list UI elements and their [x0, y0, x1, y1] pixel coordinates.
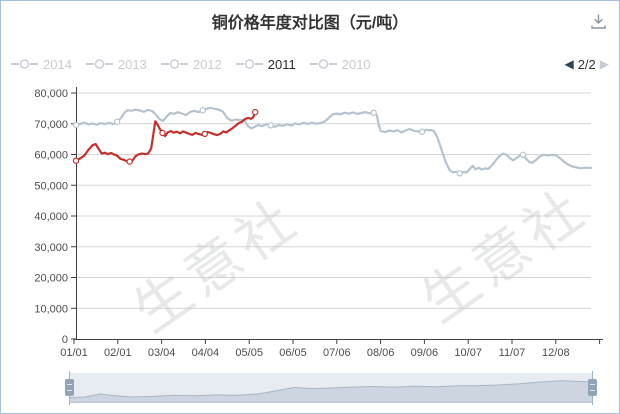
series-marker-unlabeled-comparison-line [519, 151, 527, 159]
navigator-left-handle[interactable] [65, 371, 74, 405]
x-axis-label: 02/01 [104, 347, 132, 359]
series-marker-2011 [72, 157, 80, 164]
download-icon[interactable] [590, 13, 607, 30]
legend-item-label: 2010 [341, 56, 371, 72]
y-axis-label: 0 [62, 334, 68, 346]
x-axis-label: 07/06 [323, 347, 351, 359]
x-axis-label: 10/07 [454, 347, 482, 359]
y-axis-label: 30,000 [34, 242, 68, 254]
x-axis-label: 04/04 [192, 347, 220, 359]
navigator-right-handle[interactable] [588, 371, 597, 405]
legend-item-2012[interactable]: 2012 [160, 56, 222, 72]
header: 铜价格年度对比图（元/吨） [1, 11, 619, 39]
legend-pager: ◀ 2/2 ▶ [564, 57, 609, 72]
navigator-minimap [68, 380, 594, 404]
y-axis-label: 50,000 [34, 180, 68, 192]
legend-marker-icon [11, 59, 38, 69]
legend-item-2011[interactable]: 2011 [235, 56, 296, 72]
x-axis-label: 08/06 [367, 347, 395, 359]
legend-marker-icon [309, 59, 337, 69]
navigator-area [68, 380, 594, 404]
series-marker-2011 [251, 108, 259, 116]
legend-item-label: 2013 [117, 56, 147, 72]
x-axis-label: 06/05 [279, 347, 307, 359]
y-axis-label: 20,000 [34, 273, 68, 285]
line-chart: 0 10,000 20,000 30,000 40,000 50,000 60,000 70,… [34, 87, 603, 359]
pager-label: 2/2 [577, 56, 596, 72]
page-title: 铜价格年度对比图（元/吨） [211, 15, 409, 32]
y-axis-label: 80,000 [34, 88, 68, 100]
x-axis-label: 09/06 [411, 347, 439, 359]
data-zoom-navigator[interactable] [65, 371, 597, 405]
series-marker-unlabeled-comparison-line [72, 121, 80, 129]
pager-next-icon[interactable]: ▶ [599, 57, 609, 71]
legend-marker-icon [160, 59, 188, 69]
series-marker-unlabeled-comparison-line [113, 118, 121, 126]
series-marker-unlabeled-comparison-line [199, 107, 206, 114]
y-axis-label: 60,000 [34, 150, 68, 162]
series-line-2011[interactable] [74, 111, 257, 163]
legend: 2014 2013 2012 2011 2010 ◀ 2/2 ▶ [11, 55, 609, 73]
x-axis-label: 05/05 [235, 347, 263, 359]
series-marker-unlabeled-comparison-line [370, 109, 377, 116]
x-axis-label: 01/01 [60, 347, 88, 359]
legend-marker-icon [235, 59, 263, 69]
series-marker-unlabeled-comparison-line [456, 170, 463, 177]
x-axis-label: 03/04 [148, 347, 176, 359]
series-line-unlabeled-comparison-line[interactable] [74, 106, 593, 175]
y-axis-label: 40,000 [34, 211, 68, 223]
x-axis-label: 12/08 [542, 347, 570, 359]
pager-prev-icon[interactable]: ◀ [564, 57, 574, 71]
series-marker-unlabeled-comparison-line [267, 122, 274, 129]
series-marker-unlabeled-comparison-line [418, 128, 426, 135]
series-marker-2011 [201, 130, 208, 138]
legend-items: 2014 2013 2012 2011 2010 [11, 57, 564, 72]
legend-item-2010[interactable]: 2010 [309, 56, 371, 72]
legend-item-2013[interactable]: 2013 [85, 56, 147, 72]
legend-marker-icon [85, 59, 113, 69]
legend-item-label: 2012 [192, 56, 222, 72]
x-axis-label: 11/07 [499, 347, 526, 359]
series-marker-2011 [126, 158, 133, 165]
y-axis-label: 10,000 [34, 303, 68, 315]
legend-item-2014[interactable]: 2014 [11, 57, 72, 72]
chart-area: 生意社 生意社 0 10,000 20,000 30,000 40,000 50,000 6… [1, 81, 619, 373]
legend-item-label: 2011 [267, 56, 296, 72]
y-axis-label: 70,000 [34, 119, 68, 131]
series-marker-2011 [159, 129, 166, 137]
legend-item-label: 2014 [43, 56, 72, 72]
